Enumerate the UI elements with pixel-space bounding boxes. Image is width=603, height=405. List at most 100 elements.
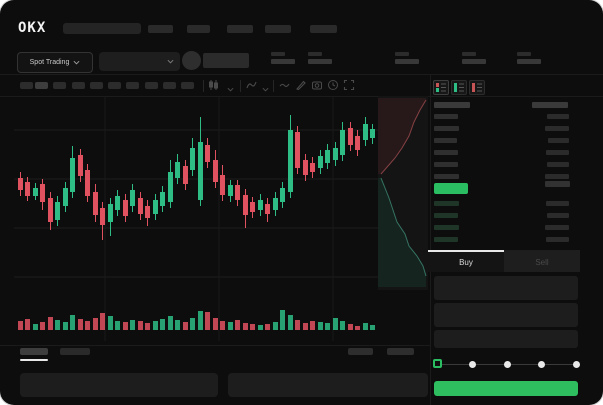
ask-row-amount — [547, 162, 569, 167]
bottom-tab-active[interactable] — [20, 348, 48, 355]
nav-item-4[interactable] — [265, 25, 291, 33]
slider-stop-25[interactable] — [468, 361, 476, 368]
amount-input[interactable] — [434, 303, 578, 327]
ask-row-price — [434, 126, 459, 131]
spot-trading-label: Spot Trading — [29, 59, 70, 66]
orderbook-header-price — [434, 102, 470, 108]
timeframe-button-5[interactable] — [90, 82, 103, 89]
ticker-stat — [308, 52, 338, 64]
bid-row-amount — [545, 225, 569, 230]
candle-style-icon[interactable] — [208, 79, 219, 95]
ask-row-price — [434, 150, 458, 155]
ask-row-price — [434, 162, 458, 167]
stat-label-placeholder — [271, 52, 285, 56]
bottom-right-link[interactable] — [348, 348, 373, 355]
camera-icon[interactable] — [311, 79, 323, 95]
ticker-stat — [271, 52, 301, 64]
nav-item-3[interactable] — [227, 25, 253, 33]
timeframe-button-7[interactable] — [126, 82, 139, 89]
timeframe-button-2[interactable] — [35, 82, 48, 89]
stat-label-placeholder — [462, 52, 476, 56]
ask-row-amount — [546, 150, 569, 155]
spot-trading-dropdown[interactable]: Spot Trading — [17, 52, 93, 73]
bottom-panel-left — [20, 373, 218, 397]
tab-sell[interactable]: Sell — [504, 250, 580, 272]
last-price-highlight[interactable] — [434, 183, 468, 194]
orderbook-view-bids-icon[interactable] — [451, 80, 467, 95]
search-input[interactable] — [63, 23, 141, 34]
slider-stop-50[interactable] — [503, 361, 511, 368]
stat-value-placeholder — [271, 59, 295, 64]
chevron-down-icon — [73, 60, 80, 65]
stat-label-placeholder — [517, 52, 531, 56]
divider — [0, 96, 603, 97]
ask-row-amount — [548, 138, 569, 143]
orderbook-view-combined-icon[interactable] — [433, 80, 449, 95]
timeframe-button-9[interactable] — [163, 82, 176, 89]
timeframe-button-8[interactable] — [145, 82, 158, 89]
bottom-right-link[interactable] — [387, 348, 414, 355]
tab-buy-label: Buy — [459, 257, 473, 267]
divider — [203, 80, 204, 92]
nav-item-2[interactable] — [187, 25, 210, 33]
orderbook-header-amount — [532, 102, 568, 108]
divider — [240, 80, 241, 92]
chevron-down-icon — [167, 59, 174, 64]
pair-select-dropdown[interactable] — [99, 52, 180, 71]
order-side-tabs: Buy Sell — [428, 250, 580, 272]
timeframe-button-6[interactable] — [108, 82, 121, 89]
ask-row-amount — [547, 114, 569, 119]
indicators-icon[interactable] — [246, 79, 257, 95]
bid-row-amount — [546, 237, 569, 242]
settings-clock-icon[interactable] — [327, 79, 339, 95]
slider-stop-75[interactable] — [538, 361, 546, 368]
divider — [0, 345, 430, 346]
stat-value-placeholder — [395, 59, 419, 64]
nav-item-5[interactable] — [310, 25, 337, 33]
bid-row-price — [434, 213, 458, 218]
tab-buy[interactable]: Buy — [428, 250, 504, 272]
bid-row-price — [434, 237, 458, 242]
ask-row-price — [434, 138, 457, 143]
orderbook-value-placeholder — [545, 181, 570, 187]
ticker-stat — [517, 52, 547, 64]
draw-pencil-icon[interactable] — [295, 79, 306, 95]
timeframe-button-1[interactable] — [20, 82, 33, 89]
chevron-down-icon[interactable] — [262, 82, 269, 96]
price-input[interactable] — [434, 276, 578, 300]
coin-icon — [182, 51, 201, 70]
divider — [0, 74, 603, 75]
buy-submit-button[interactable] — [434, 381, 578, 396]
fullscreen-icon[interactable] — [343, 79, 355, 95]
stat-value-placeholder — [308, 59, 332, 64]
okx-logo: OKX — [18, 20, 47, 36]
stat-label-placeholder — [395, 52, 409, 56]
ticker-stat — [462, 52, 492, 64]
depth-chart[interactable] — [378, 96, 428, 290]
bid-row-amount — [547, 213, 569, 218]
bottom-tab[interactable] — [60, 348, 90, 355]
timeframe-button-3[interactable] — [53, 82, 66, 89]
chevron-down-icon[interactable] — [227, 82, 234, 96]
ask-row-price — [434, 174, 459, 179]
stat-label-placeholder — [308, 52, 322, 56]
nav-item-1[interactable] — [148, 25, 173, 33]
stat-value-placeholder — [517, 59, 541, 64]
total-input[interactable] — [434, 330, 578, 348]
stat-value-placeholder — [462, 59, 486, 64]
line-tool-icon[interactable] — [279, 79, 290, 95]
candlestick-chart[interactable] — [14, 96, 378, 346]
slider-handle[interactable] — [433, 359, 442, 368]
timeframe-button-10[interactable] — [181, 82, 194, 89]
bid-row-price — [434, 225, 459, 230]
ask-row-price — [434, 114, 458, 119]
timeframe-button-4[interactable] — [72, 82, 85, 89]
divider — [430, 75, 431, 405]
slider-stop-100[interactable] — [573, 361, 580, 368]
bottom-panel-right — [228, 373, 428, 397]
divider — [273, 80, 274, 92]
active-tab-indicator — [20, 359, 48, 361]
ask-row-amount — [545, 174, 569, 179]
orderbook-view-asks-icon[interactable] — [469, 80, 485, 95]
